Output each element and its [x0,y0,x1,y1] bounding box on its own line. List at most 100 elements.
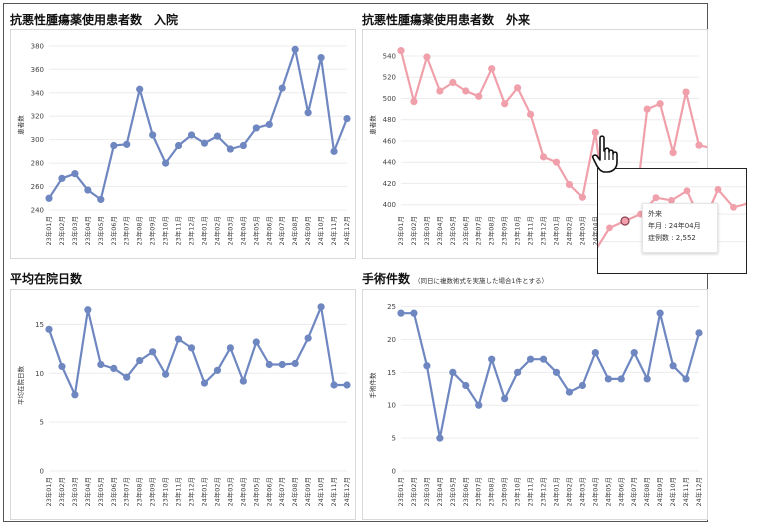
data-point [591,128,599,137]
y-tick-label: 240 [31,207,44,215]
chart-title-inpatient: 抗悪性腫瘍薬使用患者数 入院 [10,13,179,27]
x-tick-label: 24年05月 [603,477,612,507]
data-point [436,87,444,95]
series-line [48,48,349,201]
data-point [423,362,431,370]
data-point [501,395,509,403]
x-tick-label: 23年03月 [422,477,431,507]
x-tick-label: 23年10月 [161,216,170,246]
chart-surgery: 0 5 10 15 20 25 手術件数 23年01月 23年02月 23年03月 23年04月 23… [362,289,708,520]
x-tick-label: 24年04月 [590,216,599,246]
data-point [539,153,548,161]
data-point [682,375,690,383]
x-tick-label: 23年08月 [487,477,496,507]
x-tick-label: 23年10月 [161,477,170,507]
x-tick-label: 24年11月 [329,216,338,246]
x-tick-label: 23年06月 [109,216,118,246]
data-point [278,84,286,92]
inpatient-line-chart: 240 260 280 300 320 340 360 380 患者数 23年01月 23年02月 2… [16,42,351,246]
tooltip-count: 症例数 : 2,552 [648,234,696,242]
x-tick-label: 24年01月 [551,477,560,507]
x-tick-label: 24年01月 [199,477,208,507]
data-point [330,147,338,155]
data-point [278,360,286,369]
chart-inpatient: 240 260 280 300 320 340 360 380 患者数 23年01月 23年02月 2… [10,29,356,259]
data-point [187,131,196,139]
data-point [265,120,273,129]
x-tick-label: 23年09月 [148,216,157,246]
data-point [410,98,418,106]
data-point [565,388,574,396]
y-tick-label: 320 [31,113,44,121]
x-tick-label: 23年03月 [422,216,431,246]
data-point [604,375,612,383]
x-tick-label: 24年10月 [316,216,325,246]
data-point [213,366,222,374]
data-point [514,368,522,376]
x-tick-label: 23年12月 [539,477,548,507]
y-tick-label: 5 [392,435,396,443]
x-tick-label: 23年03月 [70,477,79,507]
x-tick-label: 23年06月 [109,477,118,507]
y-tick-label: 520 [383,74,396,82]
x-tick-label: 24年06月 [616,477,625,507]
y-tick-label: 500 [383,95,396,103]
data-point [97,360,105,369]
x-tick-label: 24年10月 [316,477,325,507]
tooltip-card: 外来 年月 : 24年04月 症例数 : 2,552 [642,203,718,253]
data-point [136,356,144,365]
data-point [617,375,625,383]
data-point [226,344,234,352]
y-tick-label: 440 [383,159,396,167]
data-point [239,377,247,385]
data-point [591,349,599,357]
x-tick-label: 24年04月 [238,216,247,246]
x-tick-label: 24年04月 [238,477,247,507]
data-point [304,109,312,117]
data-point [149,131,157,139]
x-tick-label: 23年01月 [396,477,405,507]
x-tick-label: 23年04月 [435,477,444,507]
y-tick-label: 15 [387,369,396,377]
y-tick-label: 10 [387,402,396,410]
y-tick-label: 400 [383,201,396,209]
data-point [97,195,105,204]
x-tick-label: 24年03月 [577,216,586,246]
data-point [239,141,247,150]
data-point [539,355,548,363]
data-point [123,140,131,148]
x-tick-label: 23年09月 [500,477,509,507]
data-point [514,84,522,92]
data-point [162,370,170,378]
data-point [330,381,338,389]
tooltip-point [745,201,746,205]
data-point [291,359,299,368]
x-tick-label: 23年01月 [44,216,53,246]
x-tick-label: 24年11月 [329,477,338,507]
y-tick-label: 280 [31,160,44,168]
data-point [162,159,170,167]
x-tick-label: 24年07月 [277,216,286,246]
x-tick-label: 24年03月 [225,216,234,246]
y-tick-label: 260 [31,183,44,191]
y-axis-label: 患者数 [368,115,377,135]
x-tick-label: 24年08月 [290,477,299,507]
x-tick-label: 24年10月 [668,477,677,507]
series-line [401,312,701,440]
data-point [449,368,457,376]
data-point [695,141,703,149]
tooltip-point [683,187,691,195]
data-point [669,149,677,157]
tooltip-point [606,224,613,232]
y-tick-label: 5 [40,419,44,427]
x-tick-label: 23年01月 [396,216,405,246]
data-point [213,132,222,140]
x-tick-label: 24年12月 [342,216,351,246]
data-point [45,325,53,333]
tooltip-point [730,203,737,211]
data-point [436,434,444,442]
surgery-title-text: 手術件数 [362,272,411,286]
x-tick-label: 23年06月 [461,216,470,246]
y-tick-label: 0 [40,468,44,476]
x-tick-label: 23年08月 [135,477,144,507]
